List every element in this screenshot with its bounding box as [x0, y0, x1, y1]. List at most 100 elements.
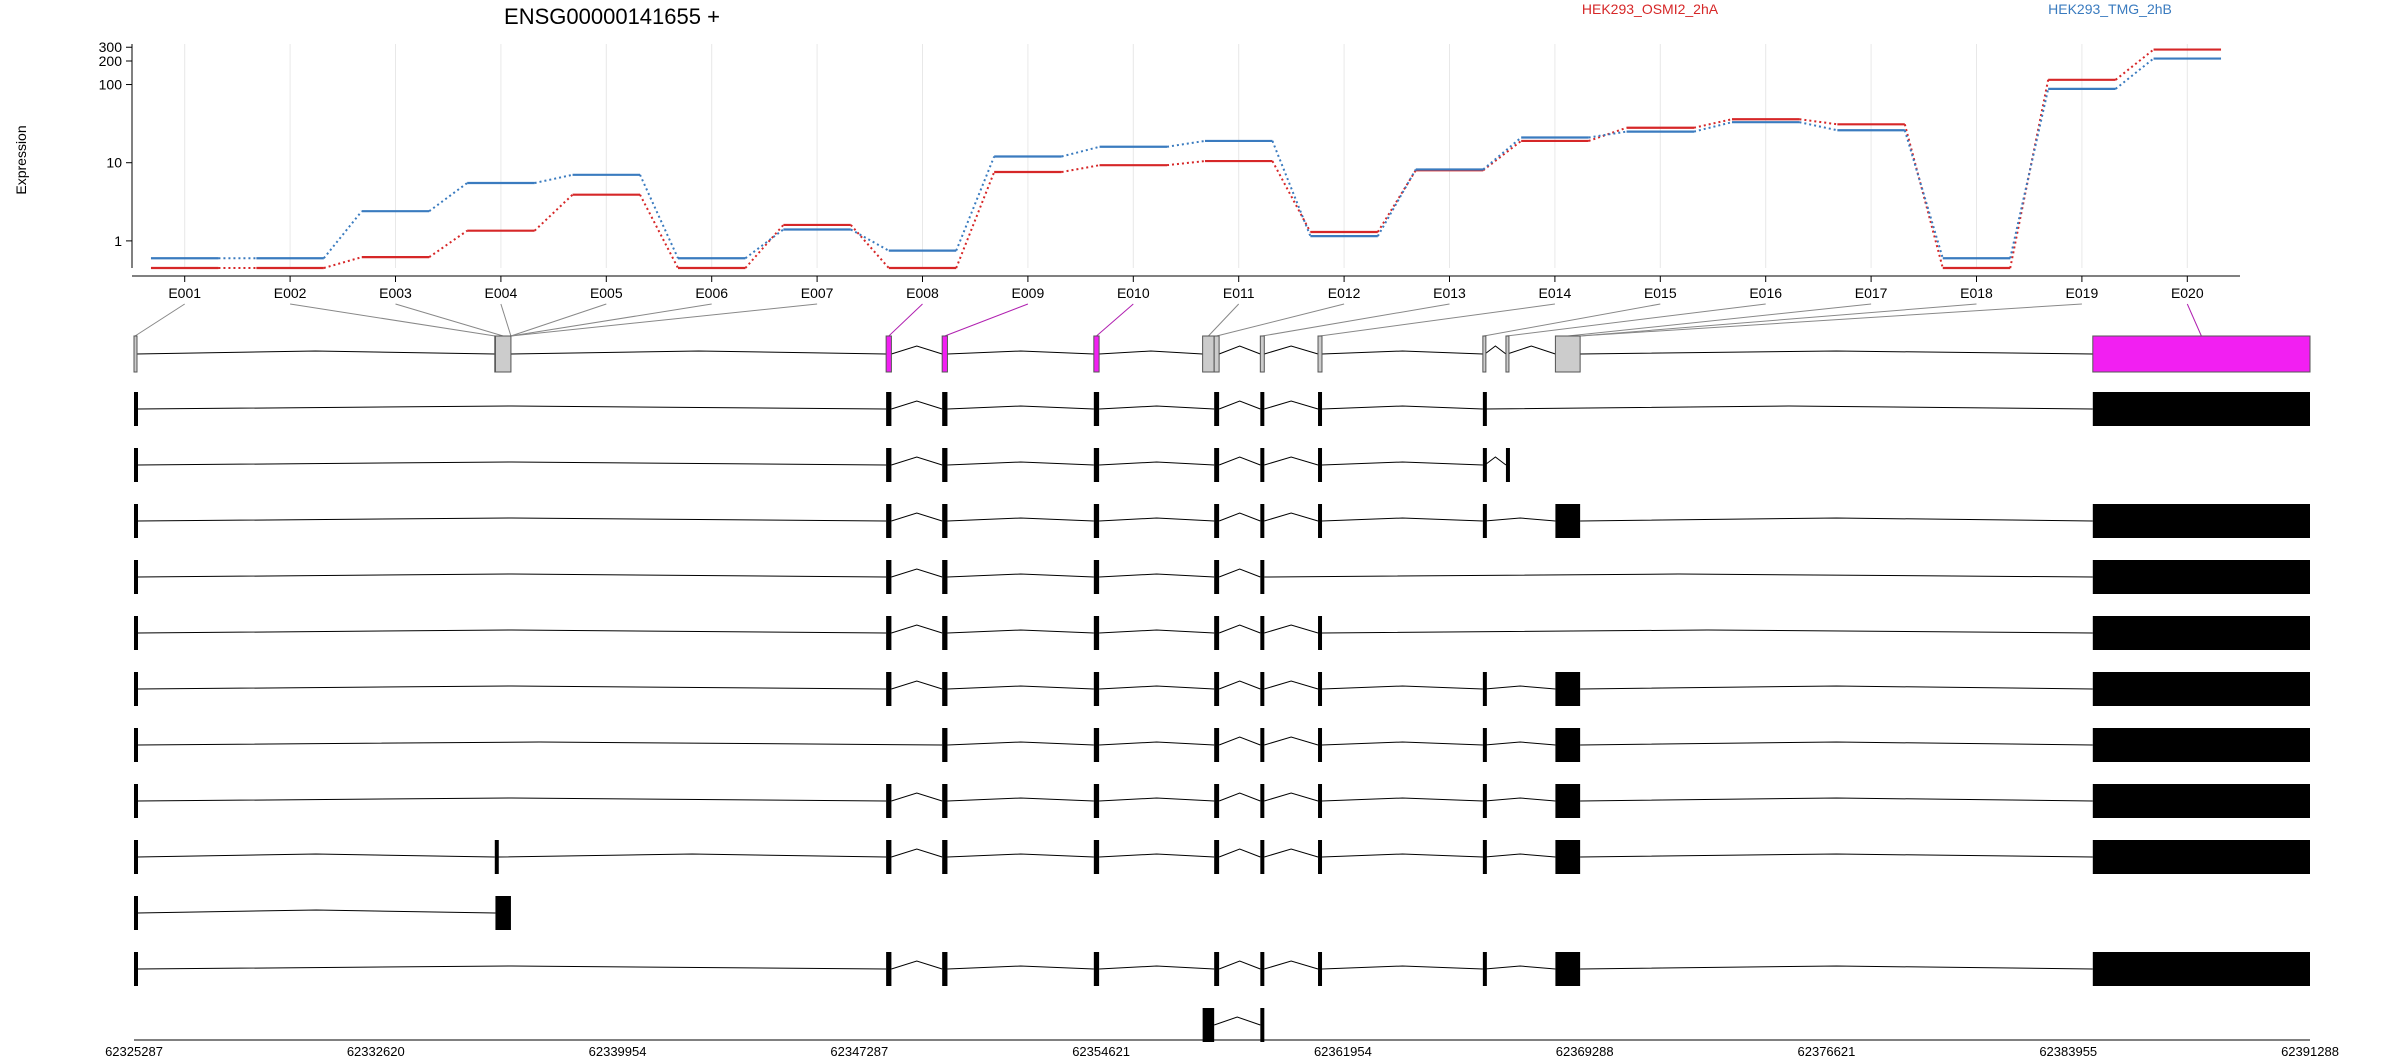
transcript-intron — [1264, 848, 1319, 858]
transcript-exon — [1214, 840, 1220, 874]
transcript-intron — [1218, 792, 1261, 802]
transcript-intron — [1580, 741, 2093, 746]
series-connector — [2009, 88, 2050, 259]
transcript-intron — [1218, 624, 1261, 634]
gene-model — [133, 335, 2311, 373]
transcript-intron — [1321, 685, 1483, 690]
exon-block — [1093, 335, 1100, 373]
transcript-exon — [2092, 728, 2310, 762]
transcript-intron — [1484, 456, 1507, 466]
series-connector — [323, 256, 363, 269]
transcript-intron — [1484, 797, 1556, 802]
transcript-exon — [1260, 392, 1265, 426]
transcript-intron — [137, 461, 887, 466]
transcript-exon — [1318, 784, 1323, 818]
transcript-exon — [1260, 616, 1265, 650]
transcript-exon — [942, 448, 948, 482]
genomic-tick-label: 62354621 — [1072, 1044, 1130, 1059]
transcript-exon — [1093, 504, 1100, 538]
transcript-exon — [942, 784, 948, 818]
transcript-exon — [1260, 952, 1265, 986]
transcript-exon — [1555, 672, 1581, 706]
transcript-intron — [137, 573, 887, 578]
transcript-exon — [2092, 840, 2310, 874]
transcript-intron — [137, 741, 943, 746]
transcript-exon — [1260, 448, 1265, 482]
transcript-exon — [1260, 784, 1265, 818]
series-connector — [639, 194, 679, 269]
transcript-intron — [1264, 960, 1319, 970]
x-tick-label: E019 — [2066, 285, 2099, 301]
transcript-intron — [137, 797, 887, 802]
transcript-exon — [2092, 672, 2310, 706]
transcript-intron — [1218, 400, 1261, 410]
series-connector — [1061, 164, 1100, 174]
series-connector — [744, 224, 785, 269]
transcript-exon — [886, 392, 892, 426]
transcript-exon — [1214, 784, 1220, 818]
transcript-intron — [1264, 456, 1319, 466]
series-connector — [1693, 121, 1733, 133]
transcript-intron — [137, 965, 887, 970]
transcript-exon — [1214, 560, 1220, 594]
exon-connector — [1208, 303, 1240, 337]
exon-block — [941, 335, 948, 373]
transcript-exon — [942, 840, 948, 874]
series-connector — [2115, 57, 2155, 90]
transcript-exon — [942, 616, 948, 650]
expression-lines — [150, 48, 2222, 270]
transcript-exon — [1482, 728, 1487, 762]
x-tick-label: E018 — [1960, 285, 1993, 301]
y-tick-label: 1 — [114, 233, 122, 249]
transcript-exon — [134, 504, 138, 538]
transcript-intron — [1218, 736, 1261, 746]
transcript-intron — [1264, 400, 1319, 410]
y-axis-label: Expression — [13, 125, 29, 194]
transcript-intron — [1264, 512, 1319, 522]
transcript-intron — [891, 624, 943, 634]
intron-line — [891, 345, 943, 355]
transcript-exon — [1505, 448, 1510, 482]
transcript-exon — [1482, 784, 1487, 818]
transcript-intron — [1218, 680, 1261, 690]
exon-connector — [1580, 303, 2082, 337]
intron-line — [1507, 345, 1556, 355]
intron-line — [1099, 350, 1203, 355]
exon-connector — [134, 303, 185, 337]
transcript-exon — [1318, 952, 1323, 986]
transcript-intron — [1099, 853, 1215, 858]
transcript-intron — [1321, 797, 1483, 802]
transcript-intron — [1484, 685, 1556, 690]
series-connector — [1903, 129, 1944, 259]
exon-block — [1505, 335, 1510, 373]
series-connector — [323, 210, 363, 259]
series-connector — [1799, 121, 1838, 132]
transcript-exon — [1482, 952, 1487, 986]
transcript-exon — [134, 728, 138, 762]
transcript-intron — [1321, 405, 1483, 410]
transcript-exon — [495, 896, 511, 930]
x-tick-label: E020 — [2171, 285, 2204, 301]
x-tick-label: E010 — [1117, 285, 1150, 301]
transcript-intron — [947, 685, 1094, 690]
x-tick-label: E012 — [1328, 285, 1361, 301]
transcript-exon — [886, 952, 892, 986]
transcript-exon — [1482, 504, 1487, 538]
series-connector — [1376, 168, 1417, 237]
transcript-intron — [891, 512, 943, 522]
series-connector — [1903, 124, 1944, 269]
transcript-exon — [2092, 784, 2310, 818]
series-connector — [1166, 139, 1206, 148]
exon-block — [1554, 335, 1581, 373]
transcript-intron — [947, 741, 1094, 746]
transcript-intron — [137, 629, 887, 634]
transcript-intron — [947, 405, 1094, 410]
plot-title: ENSG00000141655 + — [504, 4, 720, 29]
x-tick-label: E017 — [1855, 285, 1888, 301]
transcript-intron — [1099, 461, 1215, 466]
series-connector — [1693, 118, 1733, 129]
exon-connector — [395, 303, 504, 337]
transcript-tracks — [134, 392, 2310, 1042]
series-connector — [1482, 136, 1522, 171]
